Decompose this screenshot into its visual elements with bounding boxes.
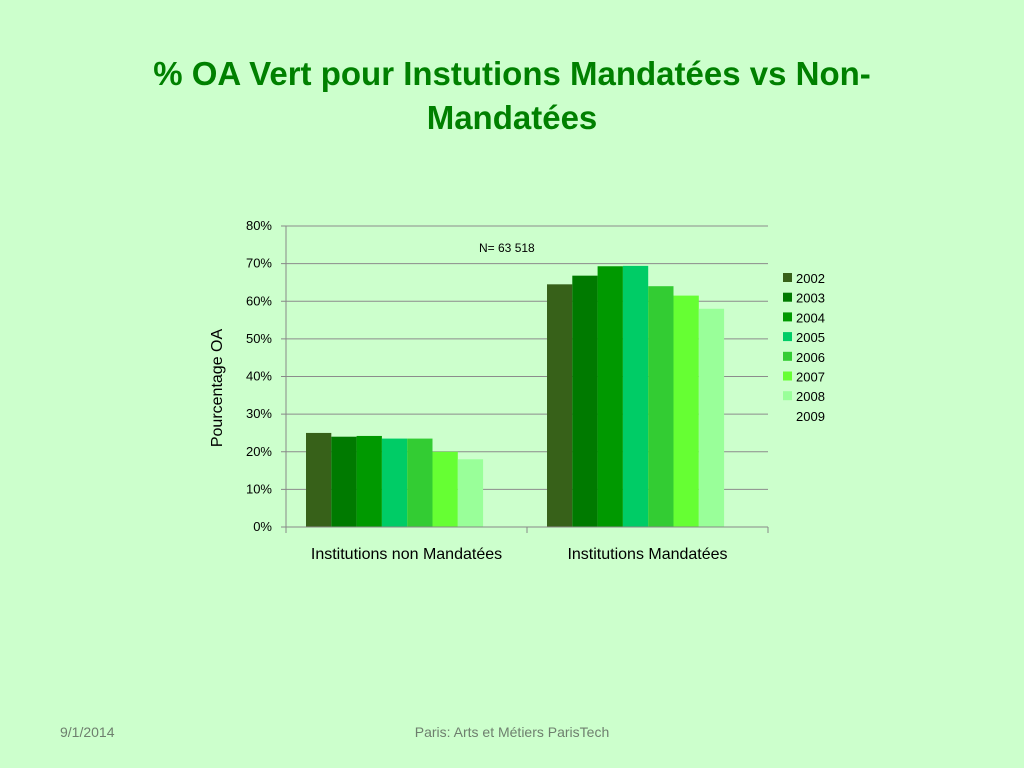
legend-label-2009: 2009 (796, 409, 825, 424)
footer-date: 9/1/2014 (60, 724, 115, 740)
y-tick-label: 0% (253, 519, 272, 534)
bar-2005-mandatees (622, 265, 649, 527)
x-category-label: Institutions non Mandatées (311, 546, 502, 563)
bar-2005-non-mandatees (381, 438, 408, 527)
y-tick-label: 10% (246, 481, 272, 496)
bar-2008-mandatees (698, 308, 725, 527)
legend-swatch-2004 (783, 312, 792, 322)
legend-label-2003: 2003 (796, 291, 825, 306)
footer-affiliation: Paris: Arts et Métiers ParisTech (414, 724, 610, 740)
y-tick-labels: 0% 10% 20% 30% 40% 50% 60% 70% 80% (246, 218, 272, 534)
bar-2004-non-mandatees (356, 435, 382, 527)
y-tick-label: 60% (246, 293, 272, 308)
y-tick-label: 40% (246, 369, 272, 384)
bar-2003-non-mandatees (331, 436, 357, 527)
bar-2002-non-mandatees (306, 432, 332, 527)
y-tick-label: 80% (246, 218, 272, 233)
bar-2007-non-mandatees (432, 451, 458, 527)
x-category-label: Institutions Mandatées (567, 546, 727, 563)
bar-2008-non-mandatees (457, 459, 484, 527)
bar-2002-mandatees (547, 284, 573, 527)
legend-label-2005: 2005 (796, 330, 825, 345)
legend-swatch-2008 (783, 391, 792, 401)
bar-2004-mandatees (597, 266, 623, 527)
bar-2007-mandatees (673, 295, 699, 527)
x-tick-labels: Institutions non Mandatées Institutions M… (311, 546, 728, 563)
legend-swatch-2007 (783, 371, 792, 381)
legend-swatch-2006 (783, 351, 792, 361)
legend-swatch-2009 (783, 410, 792, 420)
y-tick-label: 20% (246, 444, 272, 459)
y-axis-label: Pourcentage OA (209, 329, 226, 448)
slide-title: % OA Vert pour Instutions Mandatées vs N… (153, 55, 871, 136)
legend-swatch-2002 (783, 273, 792, 282)
legend-label-2006: 2006 (796, 350, 825, 365)
legend-label-2004: 2004 (796, 310, 825, 325)
y-tick-label: 50% (246, 331, 272, 346)
y-tick-label: 70% (246, 256, 272, 271)
legend: 2002 2003 2004 2005 2006 2007 2008 2009 (783, 271, 825, 424)
bars (306, 265, 725, 527)
legend-label-2007: 2007 (796, 370, 825, 385)
legend-label-2002: 2002 (796, 271, 825, 286)
axes (285, 226, 768, 528)
legend-swatch-2003 (783, 292, 792, 302)
sample-size-annotation: N= 63 518 (479, 241, 535, 255)
bar-2006-mandatees (648, 286, 674, 527)
bar-2006-non-mandatees (407, 438, 433, 527)
legend-swatch-2005 (783, 332, 792, 342)
legend-label-2008: 2008 (796, 389, 825, 404)
y-tick-label: 30% (246, 406, 272, 421)
bar-2003-mandatees (572, 275, 598, 527)
